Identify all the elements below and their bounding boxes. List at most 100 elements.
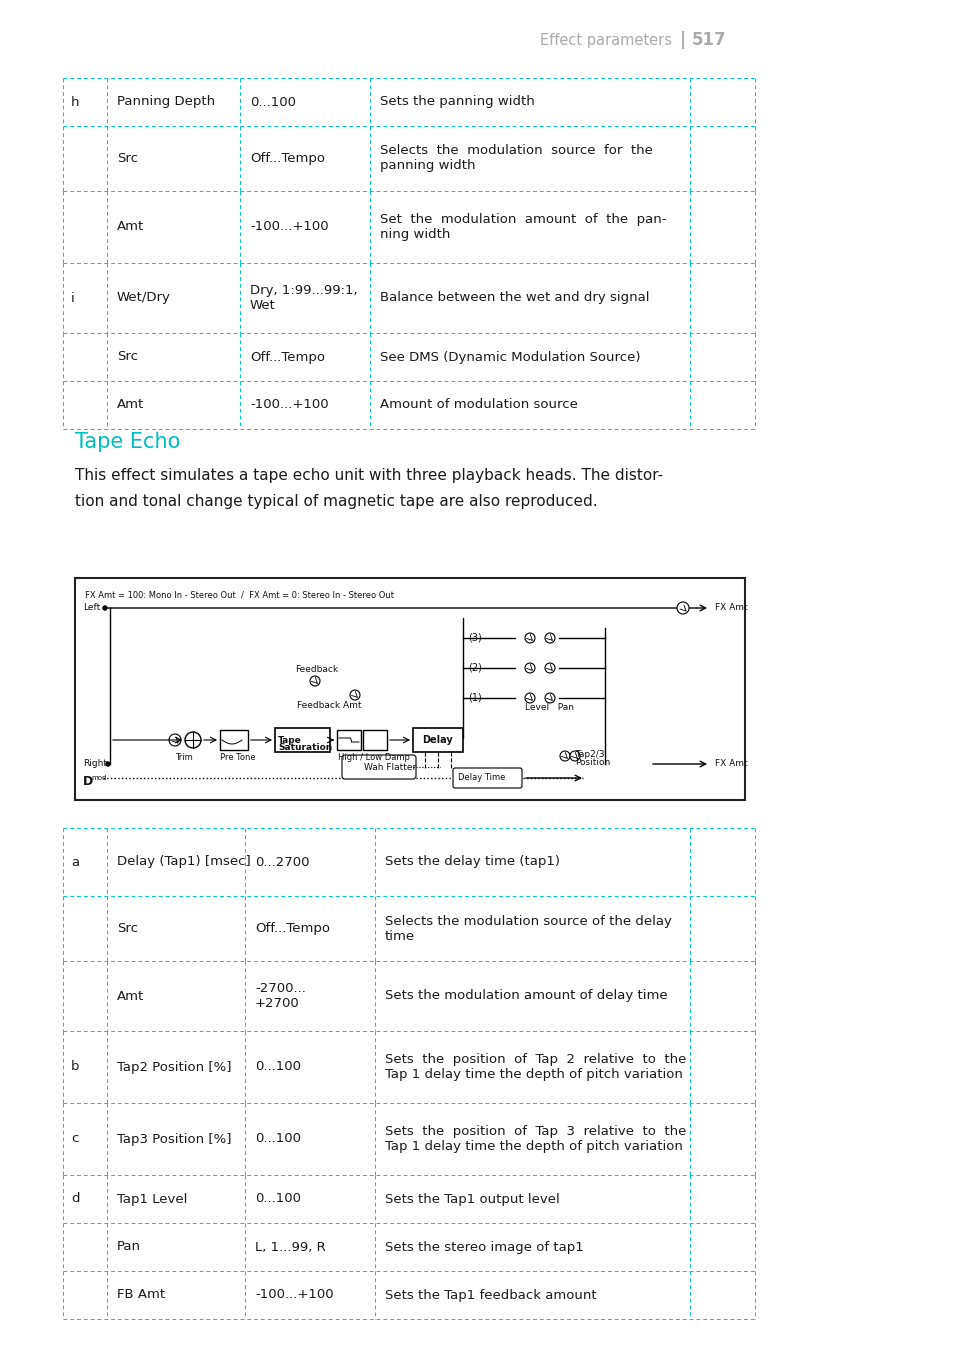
Text: 0...2700: 0...2700	[254, 856, 309, 868]
Text: i: i	[71, 291, 74, 305]
Text: Off...Tempo: Off...Tempo	[254, 922, 330, 936]
Text: -2700...: -2700...	[254, 982, 306, 995]
Circle shape	[350, 691, 359, 700]
Text: Amt: Amt	[117, 990, 144, 1002]
Text: ning width: ning width	[379, 227, 450, 241]
Text: Tap 1 delay time the depth of pitch variation: Tap 1 delay time the depth of pitch vari…	[385, 1068, 682, 1080]
Circle shape	[544, 693, 555, 703]
Text: FX Amt: FX Amt	[714, 760, 747, 769]
Text: Pan: Pan	[117, 1240, 141, 1254]
Text: Src: Src	[117, 351, 138, 363]
Text: Selects  the  modulation  source  for  the: Selects the modulation source for the	[379, 145, 652, 157]
Text: Src: Src	[117, 922, 138, 936]
FancyBboxPatch shape	[413, 728, 462, 751]
Text: -100...+100: -100...+100	[250, 398, 328, 412]
Circle shape	[544, 663, 555, 673]
Text: (2): (2)	[468, 663, 481, 673]
Text: Sets the stereo image of tap1: Sets the stereo image of tap1	[385, 1240, 583, 1254]
Text: a: a	[71, 856, 79, 868]
Circle shape	[677, 603, 688, 613]
FancyBboxPatch shape	[336, 730, 360, 750]
Circle shape	[569, 751, 579, 761]
Circle shape	[106, 762, 110, 766]
Text: Pre Tone: Pre Tone	[220, 753, 255, 762]
Text: -100...+100: -100...+100	[254, 1289, 334, 1301]
Text: Amt: Amt	[117, 221, 144, 233]
Text: Level   Pan: Level Pan	[524, 704, 574, 712]
Bar	[75, 578, 744, 800]
Text: (3): (3)	[468, 634, 481, 643]
Text: Delay (Tap1) [msec]: Delay (Tap1) [msec]	[117, 856, 251, 868]
Text: Right: Right	[83, 760, 107, 769]
Text: Balance between the wet and dry signal: Balance between the wet and dry signal	[379, 291, 649, 305]
Text: Feedback Amt: Feedback Amt	[296, 700, 361, 709]
Text: Trim: Trim	[174, 753, 193, 762]
Text: D: D	[83, 774, 93, 788]
Circle shape	[524, 634, 535, 643]
Text: Sets the Tap1 output level: Sets the Tap1 output level	[385, 1193, 559, 1205]
Text: Wah Flatter: Wah Flatter	[364, 762, 416, 772]
FancyBboxPatch shape	[341, 756, 416, 779]
Text: Tape Echo: Tape Echo	[75, 432, 180, 452]
Text: FB Amt: FB Amt	[117, 1289, 165, 1301]
Text: Dry, 1:99...99:1,: Dry, 1:99...99:1,	[250, 284, 357, 297]
Circle shape	[524, 663, 535, 673]
Text: 0...100: 0...100	[250, 96, 295, 108]
Text: L, 1...99, R: L, 1...99, R	[254, 1240, 325, 1254]
Text: 0...100: 0...100	[254, 1193, 301, 1205]
Text: High / Low Damp: High / Low Damp	[337, 753, 410, 762]
Text: 517: 517	[691, 31, 726, 49]
Text: Wet/Dry: Wet/Dry	[117, 291, 171, 305]
Text: Tap 1 delay time the depth of pitch variation: Tap 1 delay time the depth of pitch vari…	[385, 1140, 682, 1154]
Text: Wet: Wet	[250, 299, 275, 311]
Text: Amount of modulation source: Amount of modulation source	[379, 398, 578, 412]
Text: Tap2/3: Tap2/3	[575, 750, 604, 760]
Text: Off...Tempo: Off...Tempo	[250, 351, 325, 363]
Text: Amt: Amt	[117, 398, 144, 412]
Text: h: h	[71, 96, 79, 108]
Text: d: d	[71, 1193, 79, 1205]
Text: b: b	[71, 1060, 79, 1074]
Text: Delay Time: Delay Time	[457, 773, 505, 783]
Circle shape	[310, 676, 319, 686]
Text: panning width: panning width	[379, 160, 475, 172]
Text: +2700: +2700	[254, 997, 299, 1010]
Text: Tap3 Position [%]: Tap3 Position [%]	[117, 1132, 232, 1145]
Text: Panning Depth: Panning Depth	[117, 96, 214, 108]
Text: Tap1 Level: Tap1 Level	[117, 1193, 187, 1205]
Circle shape	[544, 634, 555, 643]
Text: c: c	[71, 1132, 78, 1145]
Text: Sets the Tap1 feedback amount: Sets the Tap1 feedback amount	[385, 1289, 596, 1301]
Circle shape	[559, 751, 569, 761]
Text: 0...100: 0...100	[254, 1132, 301, 1145]
Text: Position: Position	[575, 758, 610, 766]
FancyBboxPatch shape	[363, 730, 387, 750]
Text: 0...100: 0...100	[254, 1060, 301, 1074]
Circle shape	[169, 734, 181, 746]
Text: Saturation: Saturation	[277, 743, 332, 751]
Text: Sets  the  position  of  Tap  3  relative  to  the: Sets the position of Tap 3 relative to t…	[385, 1125, 685, 1137]
Text: time: time	[385, 929, 415, 942]
Circle shape	[103, 607, 107, 611]
Text: Delay: Delay	[421, 735, 453, 745]
Text: |: |	[679, 31, 685, 49]
Text: -100...+100: -100...+100	[250, 221, 328, 233]
Text: Effect parameters: Effect parameters	[539, 32, 671, 47]
Text: mod: mod	[91, 774, 107, 781]
FancyBboxPatch shape	[220, 730, 248, 750]
Text: Sets  the  position  of  Tap  2  relative  to  the: Sets the position of Tap 2 relative to t…	[385, 1053, 685, 1066]
Text: Sets the panning width: Sets the panning width	[379, 96, 535, 108]
Text: FX Amt = 100: Mono In - Stereo Out  /  FX Amt = 0: Stereo In - Stereo Out: FX Amt = 100: Mono In - Stereo Out / FX …	[85, 590, 394, 598]
Text: This effect simulates a tape echo unit with three playback heads. The distor-: This effect simulates a tape echo unit w…	[75, 468, 662, 483]
Circle shape	[524, 693, 535, 703]
Circle shape	[185, 733, 201, 747]
Text: Tap2 Position [%]: Tap2 Position [%]	[117, 1060, 232, 1074]
Text: tion and tonal change typical of magnetic tape are also reproduced.: tion and tonal change typical of magneti…	[75, 494, 597, 509]
Text: FX Amt: FX Amt	[714, 604, 747, 612]
Text: Sets the modulation amount of delay time: Sets the modulation amount of delay time	[385, 990, 667, 1002]
Text: Left: Left	[83, 604, 100, 612]
Text: (1): (1)	[468, 693, 481, 703]
Text: Sets the delay time (tap1): Sets the delay time (tap1)	[385, 856, 559, 868]
Text: Set  the  modulation  amount  of  the  pan-: Set the modulation amount of the pan-	[379, 213, 666, 226]
Text: Tape: Tape	[277, 737, 301, 745]
